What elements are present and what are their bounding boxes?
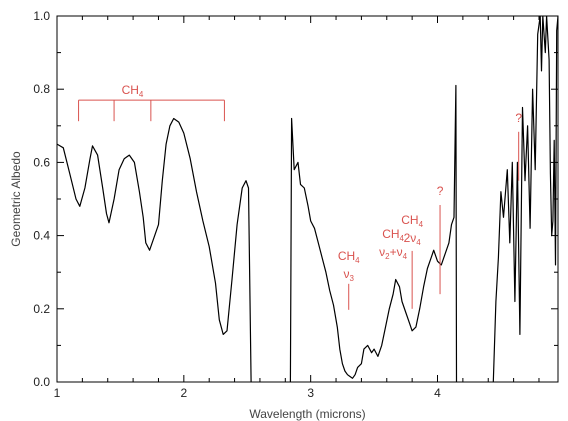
ch4-top-label-sub: 4 <box>139 90 144 99</box>
x-axis-label: Wavelength (microns) <box>249 407 365 421</box>
spectrum-line-2 <box>289 84 458 382</box>
ch4-v3-label-sub: 4 <box>355 256 360 265</box>
plot-frame <box>56 15 559 383</box>
plot-border <box>56 15 559 383</box>
y-tick-label: 0.8 <box>33 82 50 96</box>
ch4-top-label: CH4 <box>122 83 144 99</box>
x-tick-label: 4 <box>434 386 441 400</box>
spectrum-line-3 <box>492 16 558 382</box>
ch4-v3-label: CH4 <box>338 249 360 265</box>
ch4-2v4-label: CH4 <box>401 213 423 229</box>
ch4-v2v4-label-sub: 4 <box>400 234 405 243</box>
spectrum-series <box>57 16 558 382</box>
x-tick-label: 3 <box>307 386 314 400</box>
2v4-label: 2ν4 <box>404 231 422 247</box>
question-mark-q1: ? <box>437 184 444 198</box>
v3-label: ν3 <box>343 267 354 283</box>
y-tick-label: 0.4 <box>33 229 50 243</box>
y-tick-label: 1.0 <box>33 9 50 23</box>
x-tick-label: 2 <box>180 386 187 400</box>
ch4-v2v4-label: CH4 <box>382 227 404 243</box>
y-axis-label: Geometric Albedo <box>9 151 23 247</box>
x-tick-label: 1 <box>54 386 61 400</box>
y-axis-ticks: 0.0 0.2 0.4 0.6 0.8 1.0 <box>33 9 558 389</box>
spectrum-line-1 <box>57 117 252 382</box>
y-tick-label: 0.2 <box>33 302 50 316</box>
x-axis-ticks: 1 2 3 4 <box>54 16 540 400</box>
y-tick-label: 0.6 <box>33 155 50 169</box>
v2v4-label: ν2+ν4 <box>379 245 407 261</box>
y-tick-label: 0.0 <box>33 375 50 389</box>
question-mark-q2: ? <box>515 111 522 125</box>
ch4-2v4-label-sub: 4 <box>419 220 424 229</box>
